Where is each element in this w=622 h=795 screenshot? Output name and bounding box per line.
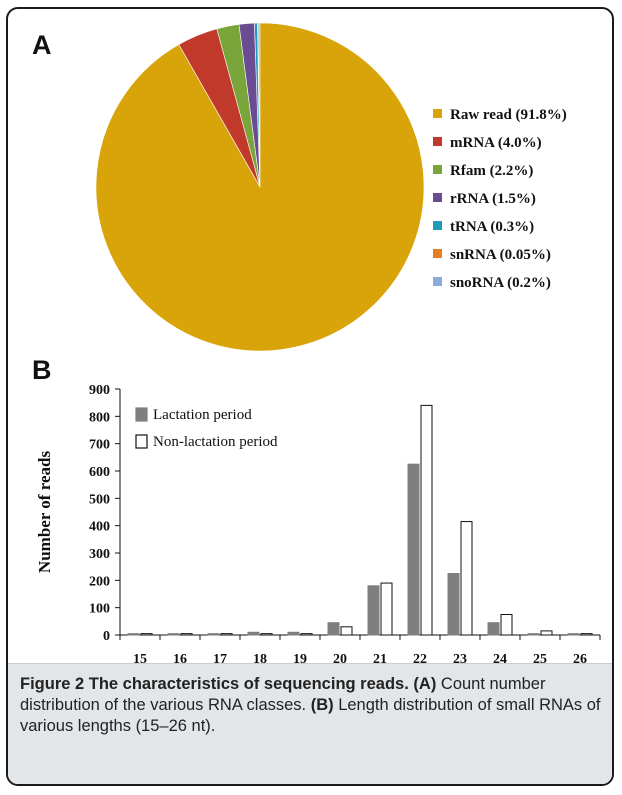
bar-lactation-20	[327, 622, 340, 636]
caption-marker-a: (A)	[413, 675, 437, 693]
x-tick-label: 23	[453, 652, 467, 663]
x-tick-label: 22	[413, 652, 427, 663]
legend-label-raw: Raw read (91.8%)	[450, 107, 567, 123]
bar-lactation-18	[247, 631, 260, 636]
y-axis-title: Number of reads	[35, 451, 54, 574]
legend-swatch-raw	[433, 109, 442, 118]
bar-non-lactation-15	[140, 633, 153, 636]
y-tick-label: 300	[89, 547, 110, 562]
figure-frame: A Raw read (91.8%) mRNA (4.0%) Rfam (2.2%)…	[6, 7, 614, 786]
x-tick-label: 20	[333, 652, 347, 663]
legend-label-snrna: snRNA (0.05%)	[450, 247, 551, 263]
y-tick-label: 600	[89, 465, 110, 480]
bar-legend-swatch-lactation	[135, 407, 148, 422]
bar-lactation-15	[127, 633, 140, 636]
caption-text-b: Length distribution of small RNAs of var…	[20, 696, 601, 735]
legend-label-trna: tRNA (0.3%)	[450, 219, 534, 235]
bar-lactation-23	[447, 573, 460, 636]
legend-swatch-snrna	[433, 249, 442, 258]
bar-legend-label-lactation: Lactation period	[153, 407, 252, 423]
y-tick-label: 100	[89, 602, 110, 617]
x-tick-label: 24	[493, 652, 507, 663]
bar-lactation-22	[407, 463, 420, 636]
figure-canvas: A Raw read (91.8%) mRNA (4.0%) Rfam (2.2%)…	[32, 22, 601, 663]
bar-non-lactation-21	[380, 582, 393, 636]
bar-lactation-17	[207, 633, 220, 636]
legend-label-rfam: Rfam (2.2%)	[450, 163, 533, 179]
legend-swatch-snorna	[433, 277, 442, 286]
bar-lactation-21	[367, 585, 380, 636]
bar-non-lactation-16	[180, 633, 193, 636]
bar-legend-swatch-non-lactation	[135, 434, 148, 449]
bar-non-lactation-18	[260, 633, 273, 636]
legend-swatch-rfam	[433, 165, 442, 174]
x-tick-label: 17	[213, 652, 227, 663]
bar-non-lactation-25	[540, 630, 553, 636]
x-tick-label: 21	[373, 652, 387, 663]
bar-lactation-25	[527, 633, 540, 636]
x-tick-label: 25	[533, 652, 547, 663]
bar-non-lactation-23	[460, 521, 473, 636]
legend-label-mrna: mRNA (4.0%)	[450, 135, 542, 151]
caption-text-a: Count number distribution of the various…	[20, 675, 546, 714]
pie-slice-raw	[95, 22, 425, 352]
legend-swatch-mrna	[433, 137, 442, 146]
figure-caption: Figure 2 The characteristics of sequenci…	[8, 663, 612, 784]
y-tick-label: 200	[89, 574, 110, 589]
bar-non-lactation-17	[220, 633, 233, 636]
legend-swatch-rrna	[433, 193, 442, 202]
y-tick-label: 500	[89, 492, 110, 507]
bar-non-lactation-22	[420, 404, 433, 636]
bar-legend-label-non-lactation: Non-lactation period	[153, 434, 278, 450]
y-tick-label: 800	[89, 410, 110, 425]
bar-non-lactation-19	[300, 633, 313, 636]
legend-label-rrna: rRNA (1.5%)	[450, 191, 536, 207]
panel-b-letter: B	[32, 355, 52, 385]
panel-a-letter: A	[32, 30, 52, 60]
x-tick-label: 18	[253, 652, 267, 663]
caption-title: Figure 2 The characteristics of sequenci…	[20, 675, 409, 693]
bar-lactation-24	[487, 622, 500, 636]
x-tick-label: 15	[133, 652, 147, 663]
caption-marker-b: (B)	[310, 696, 334, 714]
legend-label-snorna: snoRNA (0.2%)	[450, 275, 551, 291]
y-tick-label: 900	[89, 383, 110, 398]
bar-lactation-26	[567, 633, 580, 636]
y-tick-label: 0	[103, 629, 110, 644]
bar-chart: 0 100 200 300 400 500 600 700 800 900 15 16 17 18 19 20…	[35, 383, 601, 663]
pie-legend: Raw read (91.8%) mRNA (4.0%) Rfam (2.2%) rR…	[433, 107, 567, 291]
y-tick-label: 400	[89, 520, 110, 535]
legend-swatch-trna	[433, 221, 442, 230]
bar-lactation-19	[287, 631, 300, 636]
x-tick-label: 26	[573, 652, 587, 663]
bar-non-lactation-24	[500, 614, 513, 636]
y-tick-label: 700	[89, 438, 110, 453]
bar-lactation-16	[167, 633, 180, 636]
bar-non-lactation-26	[580, 633, 593, 636]
x-tick-label: 16	[173, 652, 187, 663]
pie-chart	[95, 22, 425, 352]
x-tick-label: 19	[293, 652, 307, 663]
bar-non-lactation-20	[340, 626, 353, 636]
